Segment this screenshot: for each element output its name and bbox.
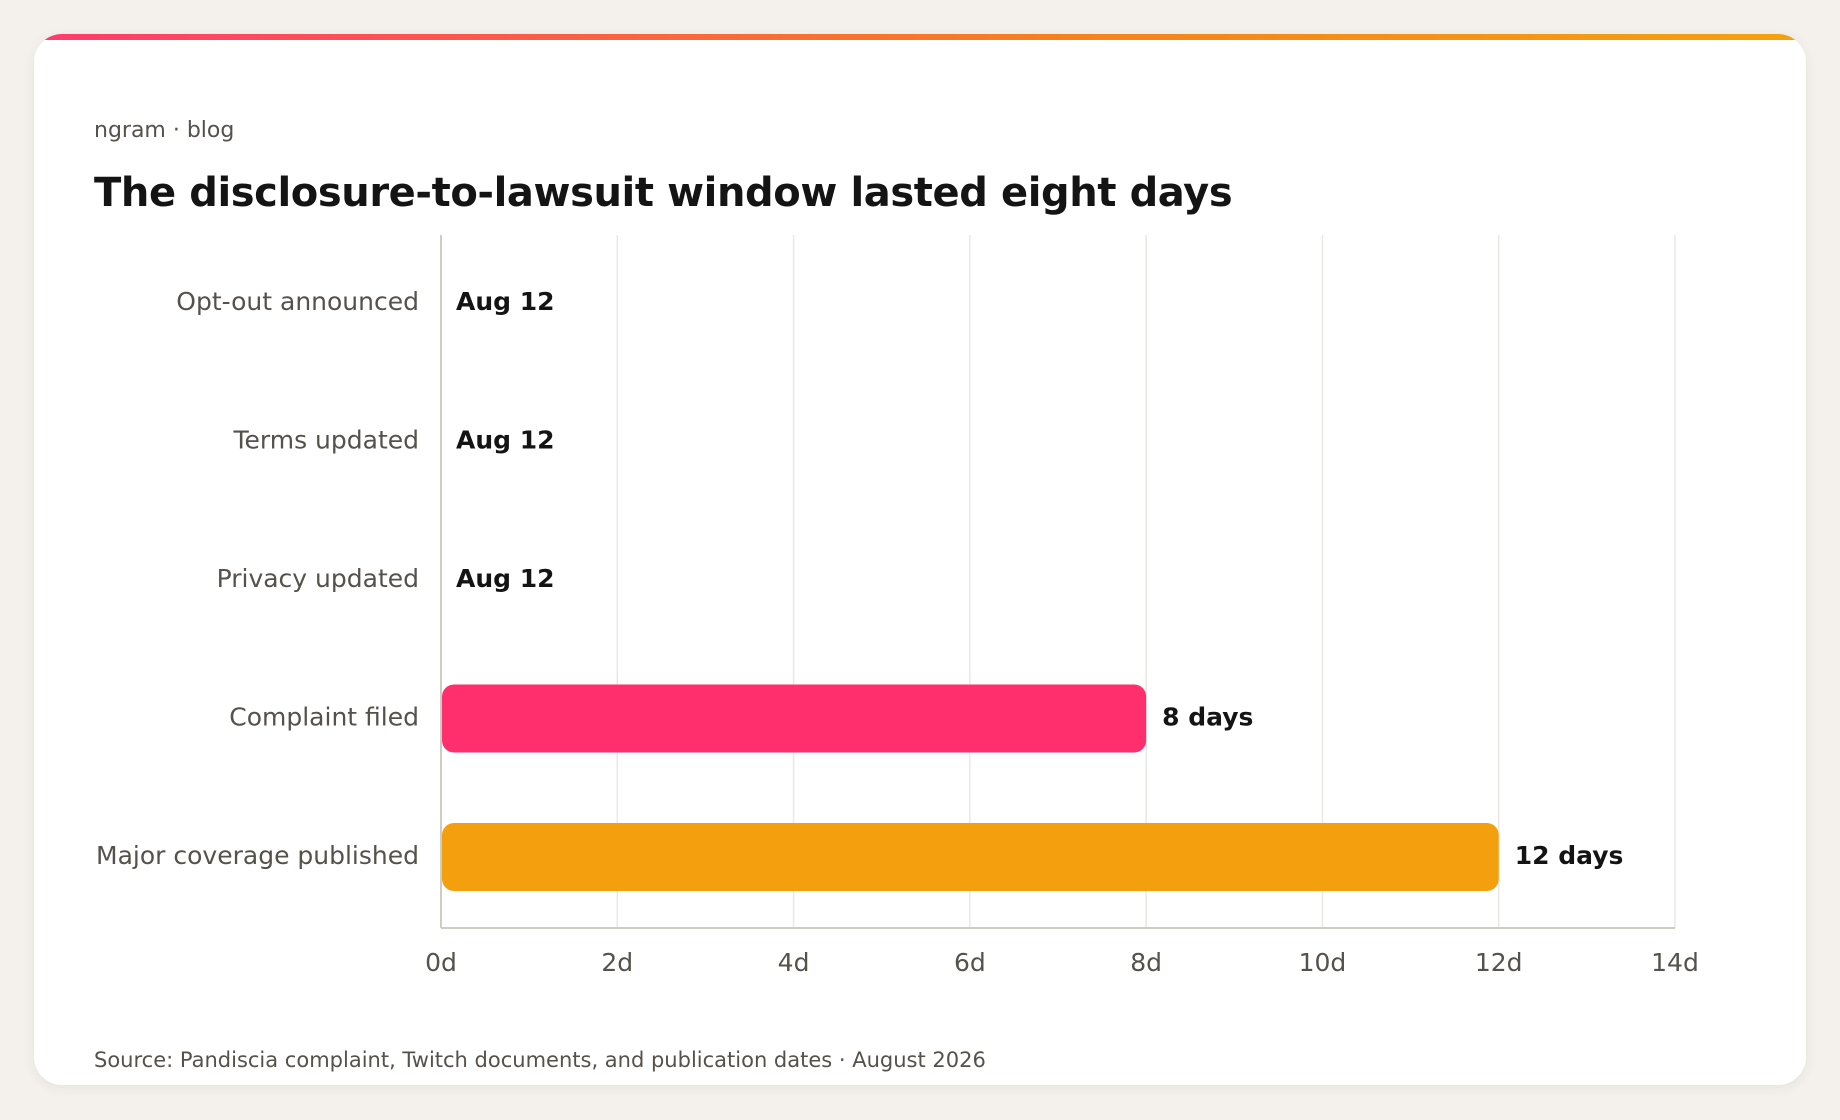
- data-label: Aug 12: [456, 564, 555, 593]
- data-label: 12 days: [1515, 841, 1624, 870]
- data-label: Aug 12: [456, 426, 555, 455]
- x-tick-label: 0d: [425, 948, 457, 977]
- source-note: Source: Pandiscia complaint, Twitch docu…: [94, 1048, 986, 1072]
- category-label: Privacy updated: [217, 564, 419, 593]
- category-label: Complaint filed: [229, 703, 419, 732]
- x-tick-label: 10d: [1299, 948, 1347, 977]
- category-label: Major coverage published: [96, 841, 419, 870]
- chart-card: ngram · blog The disclosure-to-lawsuit w…: [34, 34, 1806, 1085]
- x-tick-label: 14d: [1651, 948, 1699, 977]
- x-tick-label: 6d: [954, 948, 986, 977]
- data-label: Aug 12: [456, 287, 555, 316]
- x-tick-label: 8d: [1130, 948, 1162, 977]
- data-label: 8 days: [1162, 703, 1253, 732]
- bar: [442, 684, 1147, 753]
- accent-bar: [34, 34, 1806, 40]
- x-tick-label: 4d: [778, 948, 810, 977]
- bar-chart: 0d 2d 4d 6d 8d 10d 12d 14d Opt-out announced Aug …: [96, 235, 1699, 977]
- category-label: Opt-out announced: [176, 287, 419, 316]
- chart-title: The disclosure-to-lawsuit window lasted …: [94, 170, 1233, 216]
- blog-kicker: ngram · blog: [94, 118, 235, 143]
- category-label: Terms updated: [232, 426, 419, 455]
- x-tick-label: 12d: [1475, 948, 1523, 977]
- bar: [442, 823, 1499, 891]
- x-tick-label: 2d: [601, 948, 633, 977]
